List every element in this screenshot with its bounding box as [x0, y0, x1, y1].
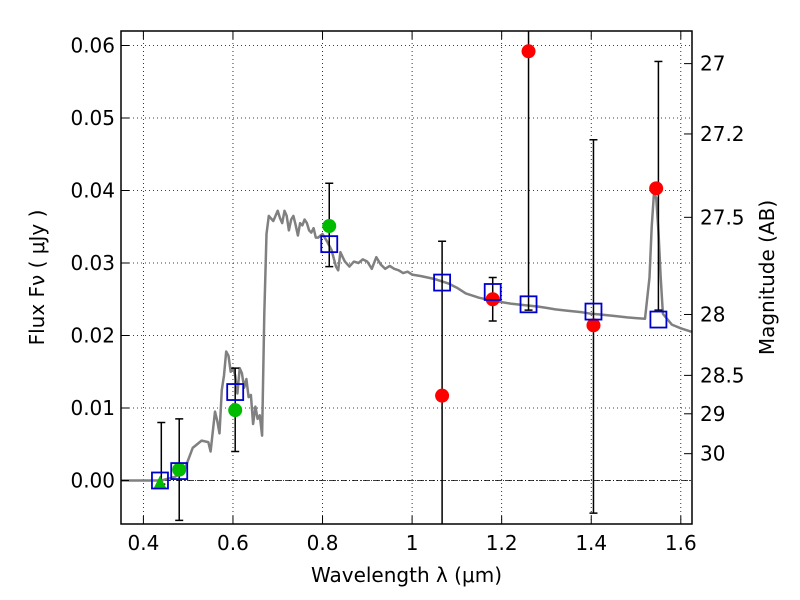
red-point	[521, 44, 536, 59]
y2-tick-label: 29	[700, 402, 725, 426]
x-tick-label: 0.8	[307, 531, 339, 555]
model-box-marker	[320, 235, 339, 254]
x-tick-label: 1.6	[665, 531, 697, 555]
model-box-marker	[226, 383, 245, 401]
y2-tick-label: 27.5	[700, 205, 745, 229]
y2-tick-label: 27	[700, 52, 725, 76]
model-box-marker	[584, 302, 603, 321]
x-tick-label: 0.6	[217, 531, 249, 555]
red-point	[586, 318, 601, 333]
green-point	[172, 462, 187, 477]
y2-axis-label: Magnitude (AB)	[755, 200, 779, 355]
green-point	[228, 403, 243, 418]
y2-axis-ticks: 27 27.2 27.5 28 28.5 29 30	[684, 52, 745, 466]
y-tick-label: 0.00	[70, 469, 115, 493]
y-tick-label: 0.03	[70, 251, 115, 275]
plot-area	[121, 31, 692, 524]
x-axis-label: Wavelength λ (μm)	[311, 563, 502, 587]
red-point	[435, 388, 450, 403]
y-tick-label: 0.06	[70, 34, 115, 58]
x-tick-label: 1.2	[486, 531, 518, 555]
sed-curve-line	[121, 192, 692, 482]
x-tick-label: 1.4	[575, 531, 607, 555]
y2-tick-label: 30	[700, 442, 725, 466]
grid-lines	[121, 31, 692, 524]
y2-tick-label: 28.5	[700, 363, 745, 387]
x-tick-label: 1	[406, 531, 419, 555]
y-tick-label: 0.04	[70, 179, 115, 203]
model-box-marker	[170, 462, 189, 480]
x-axis-ticks: 0.4 0.6 0.8 1 1.2 1.4 1.6	[127, 31, 697, 555]
model-box-marker	[151, 471, 169, 490]
y-axis-ticks: 0.00 0.01 0.02 0.03 0.04 0.05 0.06	[70, 34, 129, 493]
y-tick-label: 0.05	[70, 106, 115, 130]
y-axis-label: Flux Fν ( μJy )	[25, 210, 49, 346]
y-tick-label: 0.01	[70, 396, 115, 420]
green-point	[322, 219, 337, 234]
y2-tick-label: 28	[700, 302, 725, 326]
axes-frame	[120, 30, 693, 525]
model-box-marker	[649, 310, 668, 329]
y-tick-label: 0.02	[70, 324, 115, 348]
red-point	[649, 181, 664, 196]
y2-tick-label: 27.2	[700, 122, 745, 146]
model-box-marker	[433, 273, 452, 292]
x-tick-label: 0.4	[127, 531, 159, 555]
model-box-marker	[483, 283, 502, 301]
green-triangle-marker	[153, 475, 166, 488]
model-box-marker	[519, 295, 538, 314]
